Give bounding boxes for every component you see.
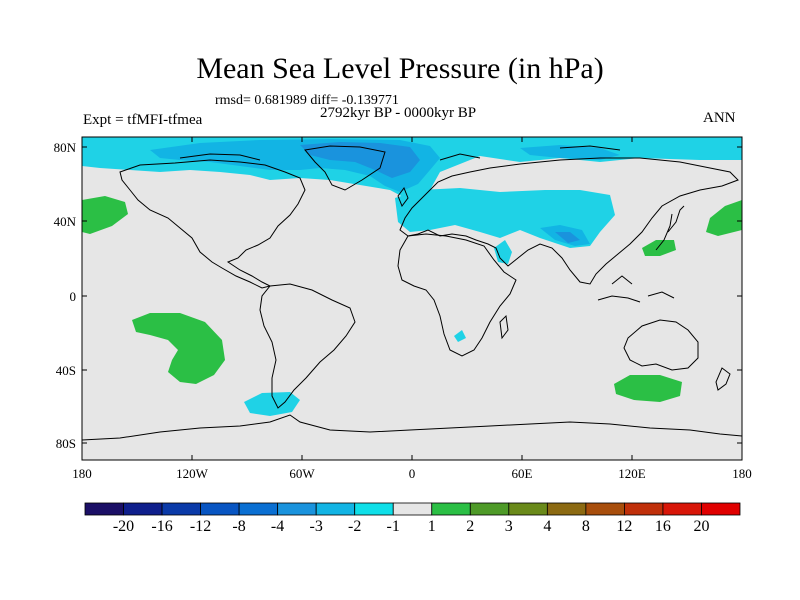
axis-ticks [82,137,742,460]
season-label: ANN [703,110,736,126]
lat-label-0: 0 [69,289,77,304]
coast-europe-asia [399,157,739,285]
lon-label-120w: 120W [176,466,208,481]
colorbar-label: -8 [232,518,246,535]
coast-africa [397,233,517,357]
colorbar-label: -20 [112,518,135,535]
colorbar-swatch [354,502,394,516]
colorbar-label: 16 [654,518,671,535]
lon-label-60e: 60E [511,466,533,481]
lat-label-40n: 40N [53,214,76,229]
colorbar-swatch [277,502,317,516]
coast-australia [623,319,699,371]
lat-label-40s: 40S [55,363,76,378]
colorbar-swatch [585,502,625,516]
lon-label-180e: 180 [732,466,752,481]
coast-north-america [119,159,306,289]
lon-label-180w: 180 [72,466,92,481]
lat-label-80n: 80N [53,140,76,155]
colorbar-swatch [161,502,201,516]
coast-arctic-islands [179,145,621,161]
coast-new-zealand [715,367,731,391]
period-text: 2792kyr BP - 0000kyr BP [320,105,477,121]
colorbar-label: 12 [616,518,633,535]
colorbar-label: 4 [543,518,552,535]
map-plot-area [82,137,742,460]
colorbar-label: -1 [386,518,400,535]
colorbar-swatch [431,502,471,516]
coast-uk [397,186,409,208]
colorbar-swatch [624,502,664,516]
coast-south-america [259,283,356,409]
coast-greenland [304,145,386,191]
colorbar-label: -4 [270,518,285,535]
contour-neg3-asia [555,232,580,243]
colorbar-label: -12 [189,518,212,535]
lon-label-120e: 120E [618,466,646,481]
lat-label-80s: 80S [55,436,76,451]
coast-antarctica [82,414,742,441]
colorbar-swatch [508,502,548,516]
lon-label-60w: 60W [289,466,315,481]
contour-pos1-north-pacific-west [82,196,128,234]
colorbar-swatch [123,502,163,516]
colorbar [84,502,741,516]
lon-label-0: 0 [408,466,416,481]
colorbar-label: 2 [466,518,475,535]
colorbar-swatch [200,502,240,516]
colorbar-swatch [546,502,587,516]
contour-neg1-africa-small [454,330,466,342]
colorbar-label: 1 [427,518,436,535]
contour-neg1-arabia [494,240,512,264]
colorbar-label: 8 [581,518,590,535]
contour-pos1-southern-indian [614,375,682,402]
contour-neg2-north-pacific [520,145,620,160]
colorbar-swatch [392,502,433,516]
colorbar-label: -16 [151,518,173,535]
contour-pos1-western-pacific [642,240,676,256]
colorbar-swatch [84,502,124,516]
colorbar-label: -3 [309,518,323,535]
stats-text: rmsd= 0.681989 diff= -0.139771 [215,93,399,108]
coast-japan [667,205,685,233]
colorbar-swatch [701,502,741,516]
coastlines [82,145,742,441]
colorbar-swatch [662,502,702,516]
colorbar-swatch [238,502,279,516]
figure-title: Mean Sea Level Pressure (in hPa) [196,52,604,85]
contour-pos1-north-pacific-east [706,200,742,236]
contour-pos1-south-pacific [132,313,225,384]
colorbar-swatch [469,502,510,516]
colorbar-label: 20 [693,518,710,535]
contour-neg1-south-america [244,392,300,416]
contour-neg3-arctic [300,142,420,178]
coast-se-asia-islands [597,213,675,303]
colorbar-label: -2 [348,518,362,535]
coast-madagascar [499,314,509,340]
experiment-label: Expt = tfMFI-tfmea [83,112,203,128]
colorbar-label: 3 [504,518,513,535]
colorbar-swatch [315,502,356,516]
